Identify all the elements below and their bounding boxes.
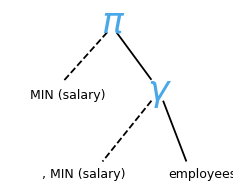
Text: , MIN (salary): , MIN (salary) [42,168,125,181]
Text: γ: γ [148,74,169,108]
Text: employees: employees [168,168,233,181]
Text: π: π [101,6,123,40]
Text: MIN (salary): MIN (salary) [30,89,106,101]
